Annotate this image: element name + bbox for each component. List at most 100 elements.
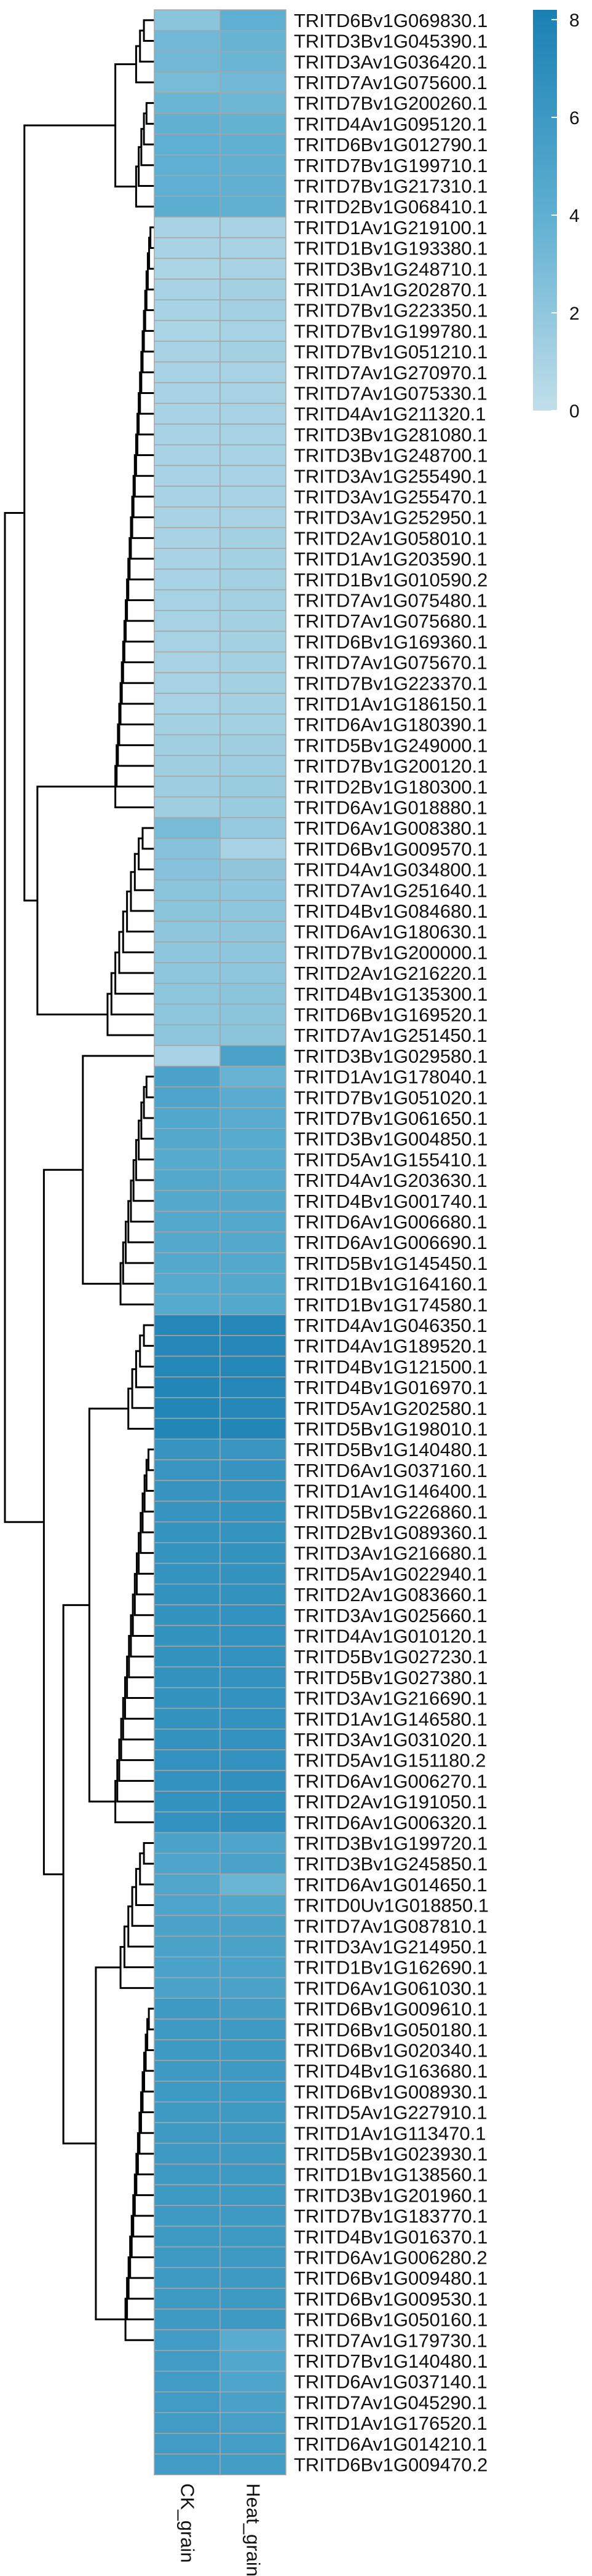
row-label: TRITD1Av1G178040.1 <box>294 1066 487 1088</box>
heatmap-cell <box>219 1479 286 1502</box>
heatmap-cell <box>219 92 286 114</box>
row-label: TRITD3Av1G252950.1 <box>294 507 487 529</box>
heatmap-cell <box>154 2101 221 2124</box>
heatmap-cell <box>219 1749 286 1771</box>
heatmap-cell <box>219 776 286 798</box>
heatmap-cell <box>154 133 221 156</box>
heatmap-cell <box>154 1500 221 1522</box>
row-label: TRITD4Av1G203630.1 <box>294 1170 487 1191</box>
heatmap-cell <box>219 1542 286 1564</box>
heatmap-cell <box>154 1521 221 1543</box>
heatmap-cell <box>219 1293 286 1315</box>
heatmap-cell <box>219 1625 286 1647</box>
heatmap-cell <box>154 1190 221 1212</box>
heatmap-cell <box>154 527 221 549</box>
heatmap-cell <box>154 1604 221 1626</box>
column-label: CK_grain <box>177 2483 199 2562</box>
heatmap-cell <box>154 2267 221 2289</box>
heatmap-cell <box>219 1107 286 1129</box>
heatmap-cell <box>219 1190 286 1212</box>
heatmap-cell <box>219 1397 286 1419</box>
heatmap-cell <box>219 1604 286 1626</box>
row-label: TRITD6Av1G006680.1 <box>294 1211 487 1232</box>
heatmap-cell <box>219 1500 286 1522</box>
heatmap-cell <box>154 341 221 363</box>
row-label: TRITD6Bv1G012790.1 <box>294 134 487 156</box>
heatmap-cell <box>219 1666 286 1688</box>
row-label: TRITD1Bv1G164160.1 <box>294 1274 487 1295</box>
row-label: TRITD6Bv1G009610.1 <box>294 1998 487 2020</box>
row-label: TRITD3Bv1G245850.1 <box>294 1853 487 1875</box>
heatmap-cell <box>154 444 221 467</box>
heatmap-cell <box>219 1086 286 1108</box>
row-label: TRITD6Bv1G050160.1 <box>294 2309 487 2331</box>
row-label: TRITD3Av1G214950.1 <box>294 1936 487 1958</box>
row-label: TRITD1Av1G113470.1 <box>294 2122 486 2144</box>
row-label: TRITD4Bv1G084680.1 <box>294 900 487 922</box>
row-label: TRITD7Bv1G200000.1 <box>294 942 487 963</box>
row-label: TRITD3Bv1G045390.1 <box>294 31 487 52</box>
heatmap-cell <box>154 112 221 135</box>
heatmap-cell <box>154 195 221 218</box>
heatmap-cell <box>154 1790 221 1813</box>
legend-tick-label: 0 <box>569 401 580 422</box>
dendrogram-branch <box>145 270 154 312</box>
dendrogram-branch <box>122 1697 154 1741</box>
heatmap-cell <box>154 879 221 901</box>
heatmap-cell <box>219 506 286 529</box>
heatmap-cell <box>154 1148 221 1170</box>
legend-tick-label: 2 <box>569 304 580 324</box>
heatmap-cell <box>219 2246 286 2269</box>
row-label: TRITD7Bv1G200260.1 <box>294 93 487 114</box>
row-label: TRITD6Av1G006320.1 <box>294 1812 487 1834</box>
heatmap-cell <box>219 258 286 280</box>
row-label: TRITD2Av1G083660.1 <box>294 1584 487 1605</box>
heatmap-cell <box>154 2453 221 2476</box>
column-label: Heat_grain <box>243 2483 264 2576</box>
row-label: TRITD4Bv1G163680.1 <box>294 2060 487 2082</box>
dendrogram-branch <box>139 30 154 63</box>
dendrogram-branch <box>143 1841 154 1865</box>
heatmap-cell <box>154 1770 221 1792</box>
row-label: TRITD4Bv1G016970.1 <box>294 1377 487 1398</box>
row-label: TRITD6Av1G014210.1 <box>294 2433 487 2455</box>
row-label: TRITD3Av1G255470.1 <box>294 486 487 508</box>
heatmap-cell <box>219 2164 286 2186</box>
dendrogram-branch <box>122 1241 154 1285</box>
row-label: TRITD4Av1G095120.1 <box>294 113 487 135</box>
heatmap-cell <box>154 2205 221 2227</box>
row-label: TRITD5Av1G227910.1 <box>294 2102 487 2124</box>
row-label: TRITD5Bv1G198010.1 <box>294 1418 487 1440</box>
heatmap-cell <box>219 2371 286 2393</box>
row-label: TRITD1Av1G146580.1 <box>294 1708 487 1730</box>
heatmap-cell <box>219 486 286 508</box>
dendrogram-branch <box>143 112 154 146</box>
heatmap-cell <box>154 1749 221 1771</box>
heatmap-cell <box>219 2412 286 2434</box>
heatmap-cell <box>154 92 221 114</box>
dendrogram-branch <box>120 661 154 705</box>
row-label: TRITD7Bv1G183770.1 <box>294 2205 487 2227</box>
dendrogram-branch <box>148 2007 154 2031</box>
heatmap-cell <box>219 714 286 736</box>
row-label: TRITD6Bv1G169360.1 <box>294 631 487 653</box>
column-labels: CK_grain Heat_grain <box>177 2483 264 2576</box>
heatmap-cell <box>154 1873 221 1896</box>
heatmap-cell <box>219 1956 286 1979</box>
heatmap-cell <box>219 50 286 73</box>
heatmap-cell <box>219 796 286 819</box>
heatmap-cell <box>154 30 221 52</box>
heatmap-cell <box>219 2019 286 2041</box>
heatmap-cell <box>219 1873 286 1896</box>
row-label: TRITD1Av1G146400.1 <box>294 1481 487 1502</box>
heatmap-cell <box>219 2288 286 2310</box>
heatmap-cell <box>219 527 286 549</box>
dendrogram-branch <box>135 1350 154 1388</box>
dendrogram-branch <box>136 2132 154 2176</box>
heatmap-cell <box>219 962 286 984</box>
heatmap-cell <box>219 1024 286 1046</box>
heatmap-cell <box>219 1231 286 1253</box>
dendrogram-branch <box>23 124 116 902</box>
heatmap-cell <box>154 1128 221 1150</box>
